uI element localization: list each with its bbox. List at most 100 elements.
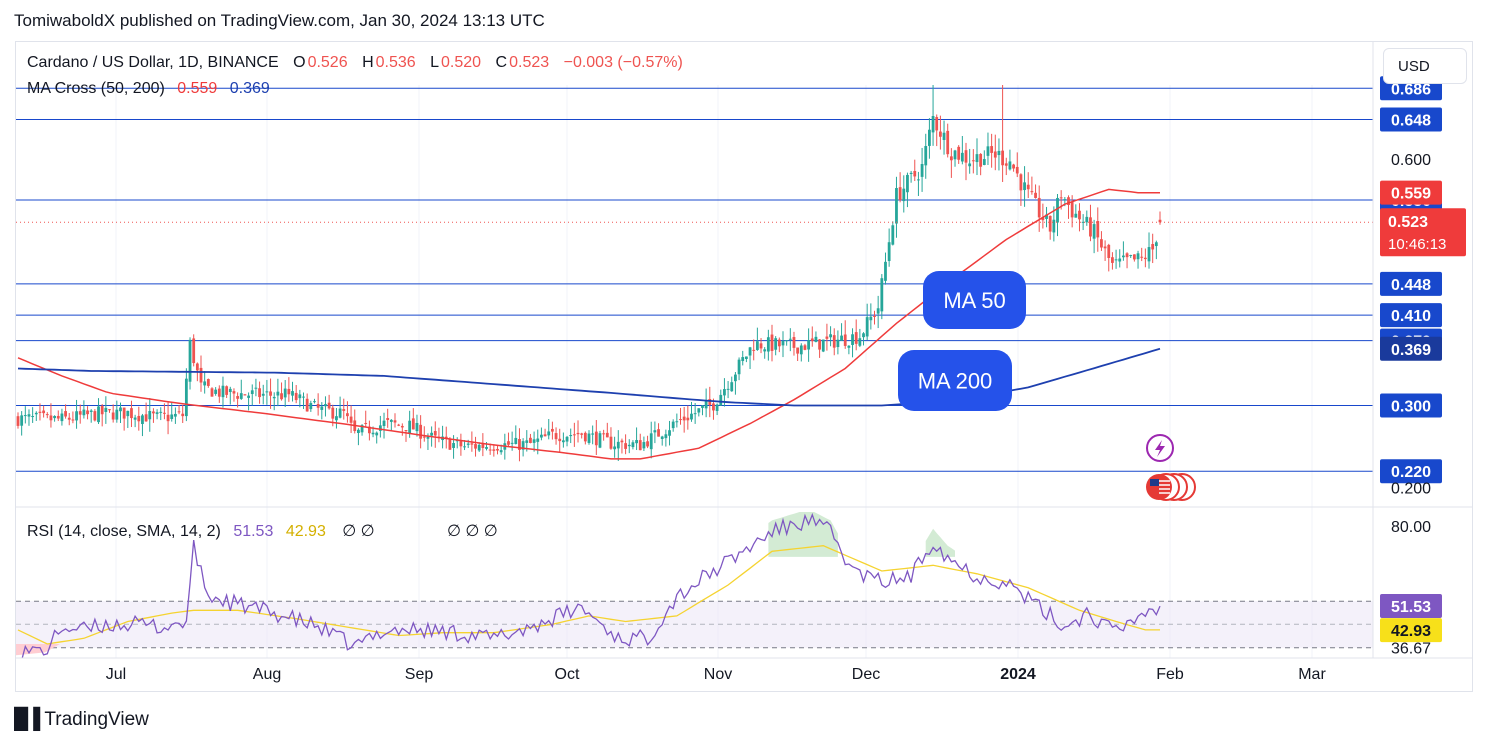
candle-body bbox=[474, 444, 477, 449]
candle-body bbox=[832, 335, 836, 348]
time-tick-label: Feb bbox=[1156, 666, 1184, 683]
candle-body bbox=[675, 421, 679, 423]
ma-cross-label: MA Cross (50, 200) bbox=[27, 80, 165, 97]
candle-body bbox=[1121, 255, 1125, 258]
candle-body bbox=[920, 164, 924, 177]
time-tick-label: Jul bbox=[106, 666, 126, 683]
candle-body bbox=[49, 415, 53, 421]
candle-body bbox=[375, 432, 379, 436]
currency-button[interactable]: USD bbox=[1383, 48, 1467, 84]
candle-body bbox=[38, 411, 42, 413]
candle-body bbox=[1067, 197, 1070, 206]
candle-body bbox=[364, 422, 368, 424]
annotation-text: MA 50 bbox=[943, 288, 1005, 313]
symbol-legend[interactable]: Cardano / US Dollar, 1D, BINANCE O 0.526 … bbox=[27, 54, 685, 72]
candle-body bbox=[697, 408, 701, 413]
level-badge bbox=[1380, 271, 1442, 296]
ma200-badge-label: 0.369 bbox=[1391, 342, 1431, 359]
candle-body bbox=[840, 335, 843, 341]
candle-body bbox=[957, 146, 961, 160]
candle-body bbox=[898, 187, 902, 201]
chart-overlays: MA 50 MA 200 bbox=[898, 271, 1196, 501]
time-tick-label: 2024 bbox=[1000, 666, 1036, 683]
candle-body bbox=[693, 413, 697, 415]
candle-body bbox=[272, 396, 276, 399]
candle-body bbox=[64, 411, 67, 417]
candle-body bbox=[298, 394, 302, 399]
candle-body bbox=[291, 391, 294, 396]
candle-body bbox=[1059, 197, 1063, 199]
candle-body bbox=[730, 382, 734, 392]
time-tick-label: Sep bbox=[405, 666, 434, 683]
candle-body bbox=[774, 338, 778, 350]
candle-body bbox=[529, 437, 532, 443]
candle-body bbox=[287, 388, 291, 395]
candle-body bbox=[510, 442, 514, 444]
candle-body bbox=[316, 404, 320, 408]
candle-body bbox=[232, 391, 236, 394]
candle-body bbox=[734, 374, 737, 382]
annotation-callout bbox=[923, 271, 1026, 329]
ma-cross-legend[interactable]: MA Cross (50, 200) 0.559 0.369 bbox=[27, 80, 272, 98]
candle-body bbox=[67, 417, 71, 420]
candle-body bbox=[664, 434, 668, 439]
time-tick-label: Aug bbox=[253, 666, 281, 683]
rsi-oversold-fill bbox=[16, 643, 60, 656]
candle-body bbox=[1001, 150, 1005, 166]
candle-body bbox=[148, 411, 152, 420]
rsi-legend[interactable]: RSI (14, close, SMA, 14, 2) 51.53 42.93 … bbox=[27, 521, 500, 541]
candle-body bbox=[1096, 220, 1100, 238]
footer-brand: █▐ TradingView bbox=[14, 708, 149, 731]
candle-body bbox=[536, 438, 540, 442]
candle-body bbox=[796, 347, 800, 354]
candle-body bbox=[847, 345, 851, 348]
candle-body bbox=[184, 378, 188, 417]
ohlc-close-value: 0.523 bbox=[509, 54, 550, 71]
candle-body bbox=[203, 381, 207, 386]
candle-body bbox=[953, 150, 957, 160]
candle-body bbox=[71, 419, 75, 421]
time-tick-label: Mar bbox=[1298, 666, 1326, 683]
candle-body bbox=[825, 336, 829, 339]
candle-body bbox=[283, 388, 287, 398]
ma50-line bbox=[17, 188, 1160, 460]
candle-body bbox=[627, 444, 631, 447]
candle-body bbox=[653, 430, 657, 433]
candle-body bbox=[367, 426, 371, 434]
candle-body bbox=[843, 334, 847, 346]
candle-body bbox=[906, 174, 909, 193]
candle-body bbox=[532, 439, 536, 443]
candle-body bbox=[1114, 259, 1118, 261]
candle-body bbox=[338, 408, 342, 418]
candle-body bbox=[496, 448, 499, 451]
candle-body bbox=[452, 443, 455, 448]
candle-body bbox=[1026, 184, 1030, 190]
candle-body bbox=[668, 430, 671, 436]
candle-body bbox=[1074, 213, 1078, 218]
rsi-line bbox=[21, 512, 1161, 658]
moving-average-lines bbox=[16, 188, 1373, 460]
candle-body bbox=[1103, 246, 1107, 249]
candle-body bbox=[854, 332, 858, 344]
candle-body bbox=[1048, 215, 1052, 232]
candle-body bbox=[141, 415, 144, 425]
candle-body bbox=[591, 433, 595, 435]
candle-body bbox=[679, 419, 682, 421]
candle-body bbox=[525, 440, 529, 443]
candle-body bbox=[949, 156, 953, 161]
candle-body bbox=[53, 416, 57, 419]
candle-body bbox=[331, 407, 335, 419]
candle-body bbox=[228, 388, 232, 393]
candle-body bbox=[928, 129, 931, 146]
candle-body bbox=[499, 450, 503, 453]
candle-body bbox=[712, 403, 715, 411]
candle-body bbox=[1012, 164, 1015, 169]
time-axis: Jul Aug Sep Oct Nov Dec 2024 Feb Mar bbox=[16, 657, 1472, 683]
candle-body bbox=[876, 308, 880, 314]
candle-body bbox=[371, 432, 375, 435]
ohlc-open-value: 0.526 bbox=[307, 54, 348, 71]
rsi-sma-line bbox=[17, 545, 1160, 645]
ohlc-open-label: O bbox=[293, 54, 306, 71]
candle-body bbox=[671, 421, 675, 429]
